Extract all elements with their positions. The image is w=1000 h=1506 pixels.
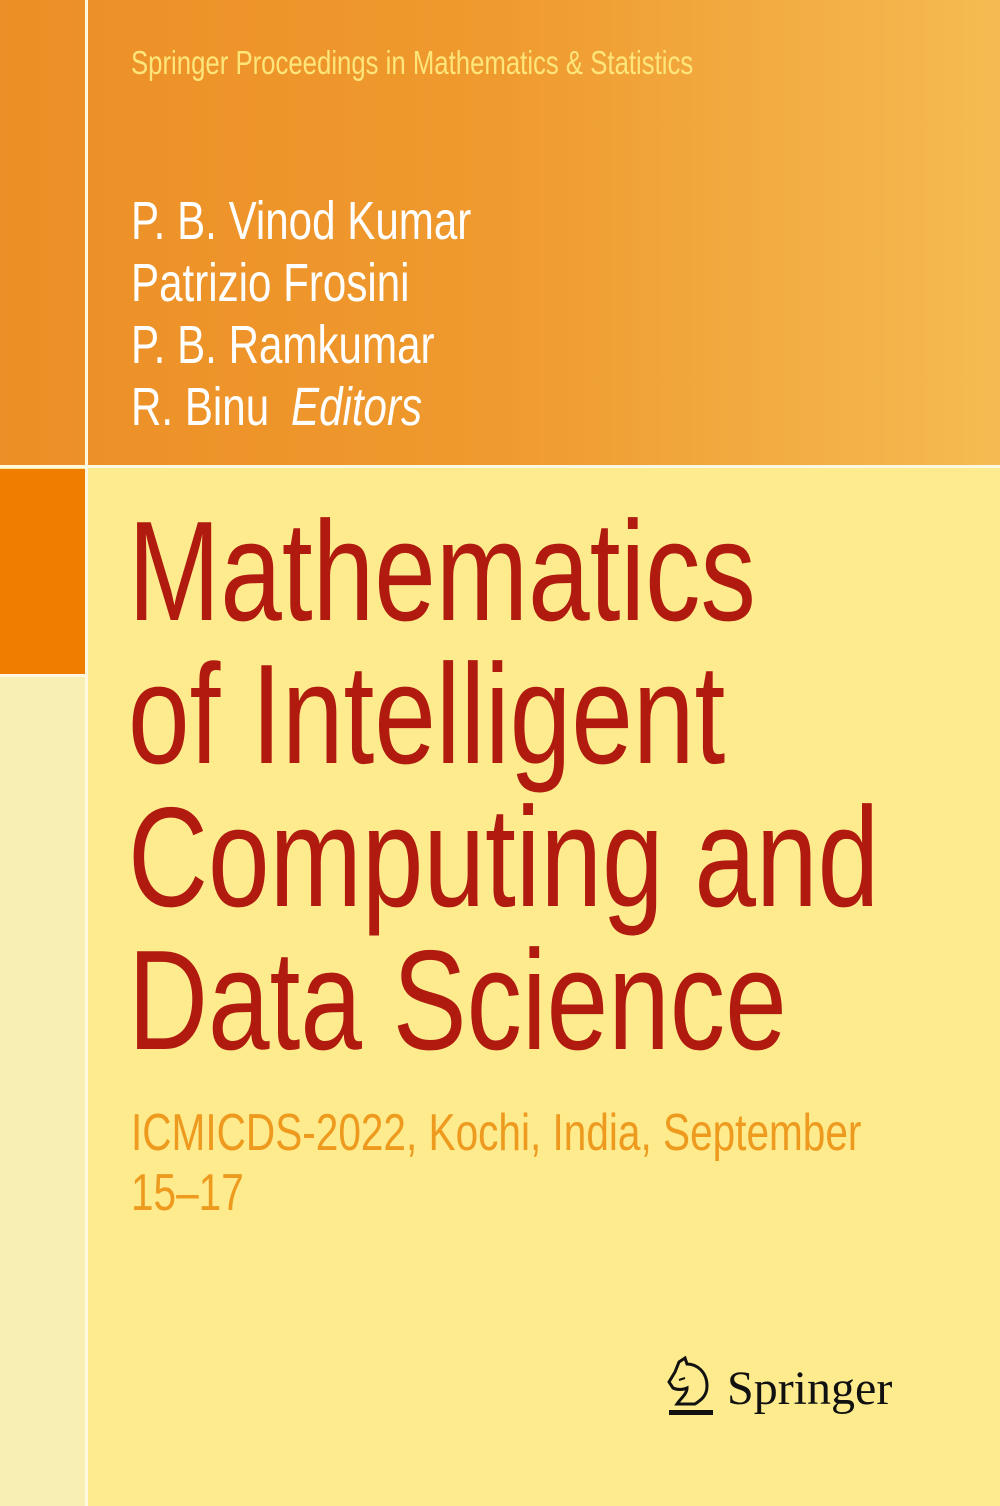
vertical-divider	[85, 0, 88, 1506]
side-divider	[0, 674, 86, 677]
editor-name: Patrizio Frosini	[131, 253, 410, 313]
publisher-logo: Springer	[665, 1356, 892, 1420]
side-strip	[0, 677, 86, 1506]
book-subtitle: ICMICDS-2022, Kochi, India, September 15…	[131, 1104, 862, 1222]
editor-name: P. B. Ramkumar	[131, 315, 435, 375]
editors-list: P. B. Vinod Kumar Patrizio Frosini P. B.…	[131, 190, 567, 438]
series-name: Springer Proceedings in Mathematics & St…	[131, 44, 694, 81]
editor-name: P. B. Vinod Kumar	[131, 191, 472, 251]
editor-name: R. Binu Editors	[131, 377, 423, 437]
accent-block	[0, 469, 86, 674]
knight-horse-icon	[667, 1356, 713, 1415]
book-title: Mathematics of Intelligent Computing and…	[128, 492, 880, 1080]
top-band	[0, 0, 1000, 466]
horizontal-divider	[0, 465, 1000, 468]
editors-role: Editors	[290, 377, 423, 437]
publisher-name: Springer	[727, 1361, 893, 1415]
